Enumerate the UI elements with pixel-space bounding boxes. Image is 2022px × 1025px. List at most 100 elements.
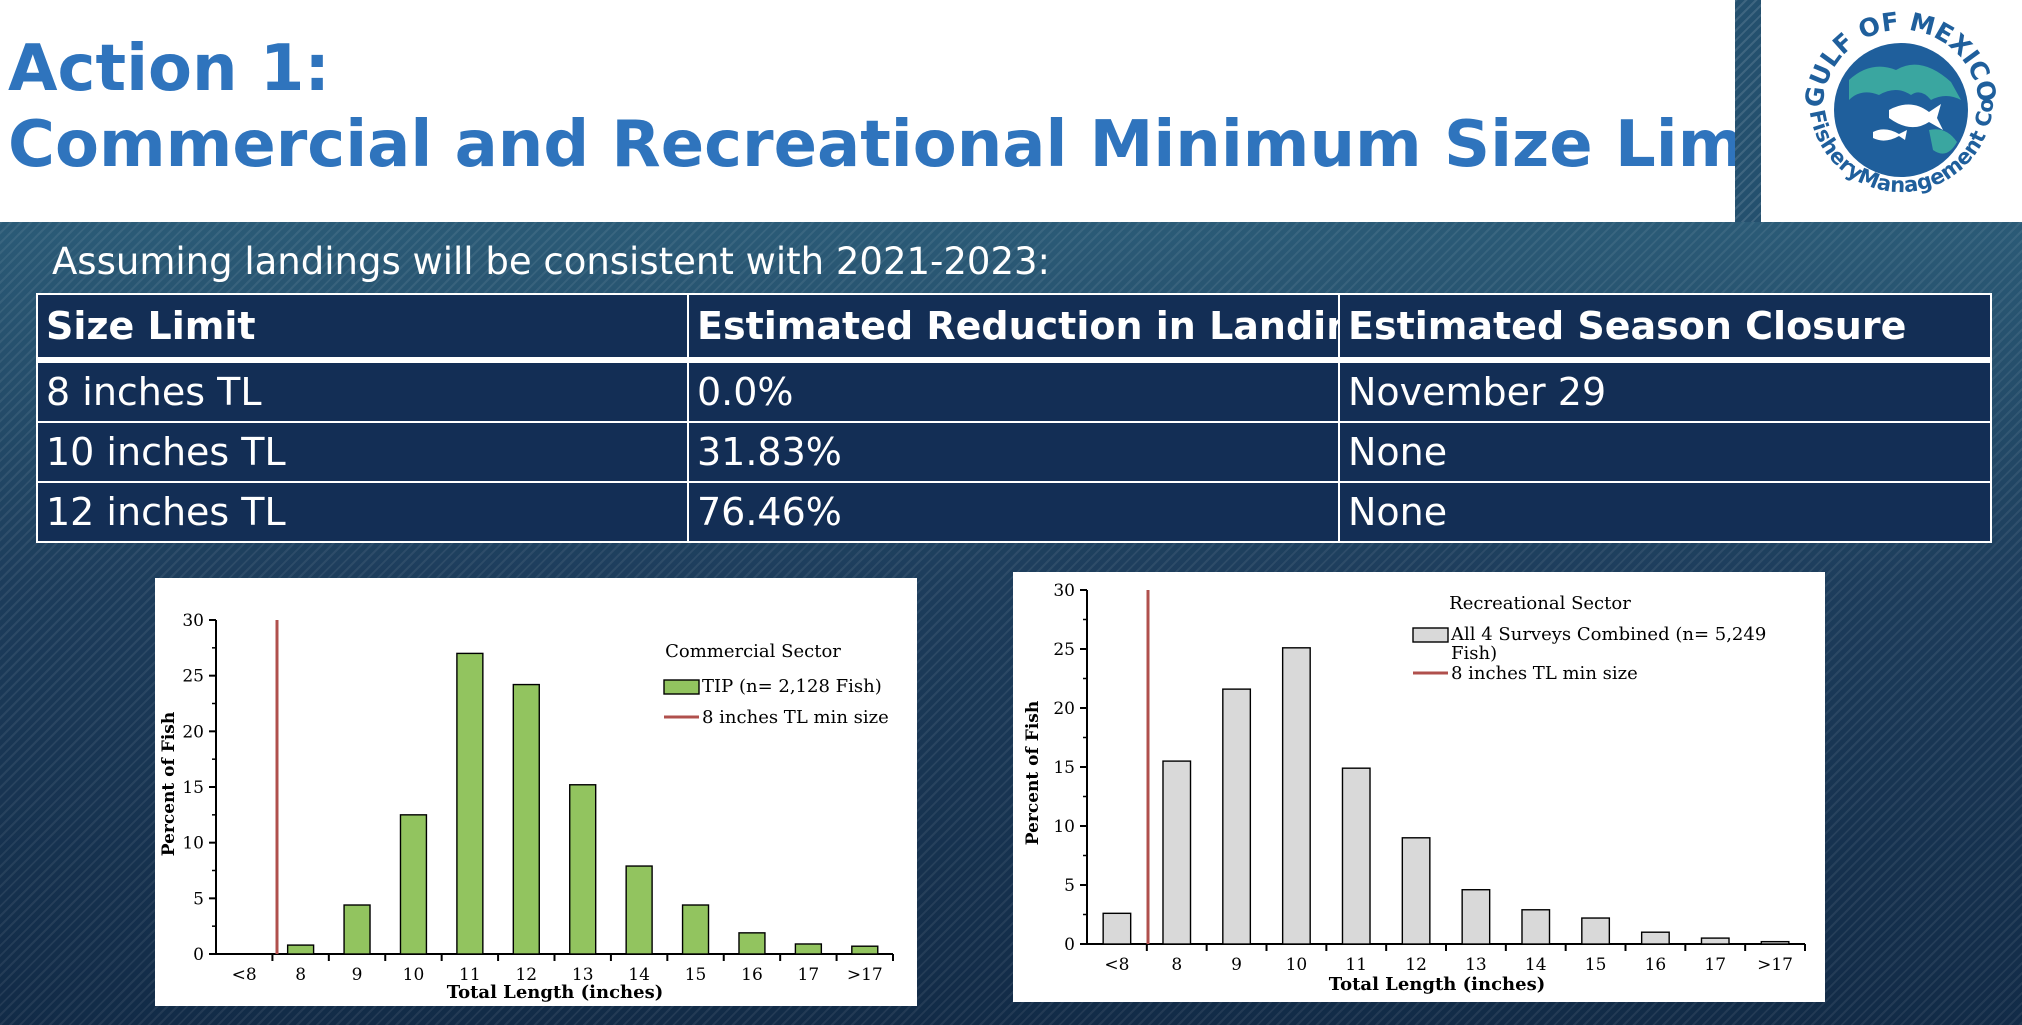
bar xyxy=(512,683,540,955)
x-tick-label: 17 xyxy=(798,965,820,985)
bar xyxy=(456,652,484,955)
page-title-line-2: Commercial and Recreational Minimum Size… xyxy=(8,108,1797,182)
legend-swatch xyxy=(1412,627,1449,643)
x-tick-label: 11 xyxy=(1345,955,1367,975)
bar xyxy=(1281,647,1311,945)
x-axis-title: Total Length (inches) xyxy=(447,982,663,1003)
x-tick-label: 9 xyxy=(352,965,363,985)
x-tick-label: 16 xyxy=(1645,955,1667,975)
x-tick-label: >17 xyxy=(847,965,883,985)
y-tick-label: 30 xyxy=(1053,581,1075,601)
bar xyxy=(1401,837,1431,945)
x-tick-label: 13 xyxy=(1465,955,1487,975)
bar xyxy=(1461,889,1491,945)
x-tick-label: 15 xyxy=(685,965,707,985)
size-limit-cell: 10 inches TL xyxy=(36,421,689,483)
legend-series-label: TIP (n= 2,128 Fish) xyxy=(702,676,882,697)
x-axis-title: Total Length (inches) xyxy=(1329,974,1545,995)
bar xyxy=(1102,912,1132,945)
table-row: 10 inches TL 31.83% None xyxy=(36,421,1992,483)
y-tick-label: 0 xyxy=(1064,935,1075,955)
bar xyxy=(738,932,766,955)
y-tick-label: 10 xyxy=(1053,817,1075,837)
x-tick-label: 12 xyxy=(1405,955,1427,975)
council-logo: GULF OF MEXICO Fishery Management Counci… xyxy=(1754,0,2022,222)
bar xyxy=(1521,909,1551,945)
bar xyxy=(1700,937,1730,945)
bar xyxy=(851,945,879,955)
y-axis-title: Percent of Fish xyxy=(1023,701,1043,845)
bar xyxy=(1222,688,1252,945)
legend-series-label: Fish) xyxy=(1451,643,1497,664)
assumption-subtitle: Assuming landings will be consistent wit… xyxy=(52,240,1051,283)
x-tick-label: 11 xyxy=(459,965,481,985)
reduction-cell: 0.0% xyxy=(687,359,1340,423)
x-tick-label: 9 xyxy=(1231,955,1242,975)
bar xyxy=(343,904,371,955)
x-tick-label: >17 xyxy=(1757,955,1793,975)
x-tick-label: <8 xyxy=(1104,955,1129,975)
legend-title: Recreational Sector xyxy=(1449,593,1631,614)
recreational-chart-panel: 0 5 10 15 20 25 30 <8 8 9 10 11 12 13 14 15 16 17 >17 Total… xyxy=(1013,572,1825,1002)
y-tick-label: 5 xyxy=(1064,876,1075,896)
table-header-row: Size Limit Estimated Reduction in Landin… xyxy=(36,293,1992,363)
x-tick-label: 13 xyxy=(572,965,594,985)
y-tick-label: 5 xyxy=(193,889,204,909)
y-tick-label: 20 xyxy=(1053,699,1075,719)
bar xyxy=(1162,760,1192,945)
reduction-cell: 76.46% xyxy=(687,481,1340,543)
commercial-chart-panel: 0 5 10 15 20 25 30 <8 8 9 10 11 12 13 14 15 16 17 >17 Total… xyxy=(155,578,917,1006)
bar xyxy=(681,904,710,955)
legend-swatch xyxy=(663,679,700,695)
bar xyxy=(794,943,823,955)
legend-series-label: All 4 Surveys Combined (n= 5,249 xyxy=(1450,624,1766,645)
x-tick-label: 8 xyxy=(295,965,306,985)
y-tick-label: 30 xyxy=(182,611,204,631)
bar xyxy=(569,784,597,955)
x-tick-label: 15 xyxy=(1585,955,1607,975)
x-tick-label: 17 xyxy=(1704,955,1726,975)
legend-title: Commercial Sector xyxy=(665,641,841,662)
y-tick-label: 25 xyxy=(1053,640,1075,660)
y-tick-label: 20 xyxy=(182,722,204,742)
x-tick-label: 14 xyxy=(628,965,650,985)
column-header-size-limit: Size Limit xyxy=(36,293,689,363)
column-header-reduction: Estimated Reduction in Landings xyxy=(687,293,1340,363)
gulf-council-logo-icon: GULF OF MEXICO Fishery Management Counci… xyxy=(1754,0,2002,208)
size-limit-cell: 12 inches TL xyxy=(36,481,689,543)
x-tick-label: <8 xyxy=(232,965,257,985)
bar xyxy=(625,865,653,955)
legend-line-label: 8 inches TL min size xyxy=(1451,663,1638,684)
closure-cell: None xyxy=(1338,481,1992,543)
y-tick-label: 15 xyxy=(182,778,204,798)
decorative-strip xyxy=(1735,0,1761,222)
y-tick-label: 25 xyxy=(182,667,204,687)
table-row: 8 inches TL 0.0% November 29 xyxy=(36,359,1992,423)
y-tick-label: 15 xyxy=(1053,758,1075,778)
bar xyxy=(1640,931,1670,945)
page-title-line-1: Action 1: xyxy=(8,32,330,106)
y-axis-title: Percent of Fish xyxy=(159,712,179,856)
size-limit-table: Size Limit Estimated Reduction in Landin… xyxy=(36,293,1992,543)
bar xyxy=(1581,917,1611,945)
x-tick-label: 12 xyxy=(515,965,537,985)
bar xyxy=(286,944,315,955)
x-tick-label: 10 xyxy=(1286,955,1308,975)
x-tick-label: 8 xyxy=(1171,955,1182,975)
closure-cell: None xyxy=(1338,421,1992,483)
legend-line-label: 8 inches TL min size xyxy=(702,707,889,728)
bar xyxy=(399,814,428,955)
table-row: 12 inches TL 76.46% None xyxy=(36,481,1992,543)
closure-cell: November 29 xyxy=(1338,359,1992,423)
x-tick-label: 16 xyxy=(741,965,763,985)
size-limit-cell: 8 inches TL xyxy=(36,359,689,423)
commercial-bar-chart: 0 5 10 15 20 25 30 <8 8 9 10 11 12 13 14 15 16 17 >17 Total… xyxy=(159,611,894,1003)
x-tick-label: 10 xyxy=(403,965,425,985)
y-tick-label: 0 xyxy=(193,945,204,965)
column-header-closure: Estimated Season Closure xyxy=(1338,293,1992,363)
bar xyxy=(1341,767,1371,945)
bar xyxy=(1760,940,1790,945)
reduction-cell: 31.83% xyxy=(687,421,1340,483)
title-area: Action 1: Commercial and Recreational Mi… xyxy=(0,0,1797,222)
x-tick-label: 14 xyxy=(1525,955,1547,975)
